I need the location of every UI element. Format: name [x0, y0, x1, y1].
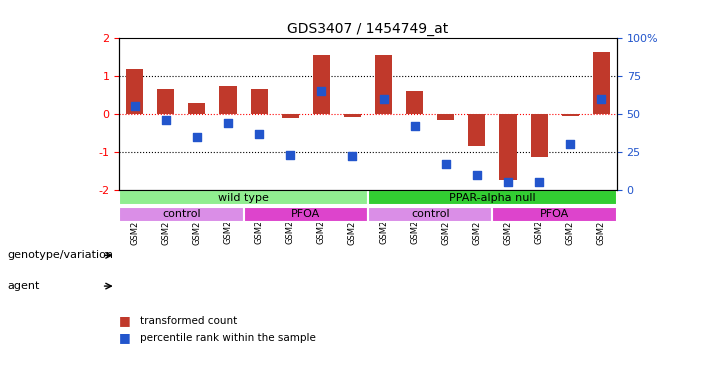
Bar [344, 114, 361, 117]
Bar [375, 55, 392, 114]
FancyBboxPatch shape [368, 207, 492, 222]
Bar [250, 89, 268, 114]
FancyBboxPatch shape [368, 190, 617, 205]
Bar [189, 103, 205, 114]
Bar [406, 91, 423, 114]
Bar [531, 114, 547, 157]
Point [409, 123, 421, 129]
FancyBboxPatch shape [492, 207, 617, 222]
Bar [282, 114, 299, 118]
Text: ■: ■ [119, 331, 131, 344]
Bar [468, 114, 486, 146]
Point [347, 153, 358, 159]
FancyBboxPatch shape [119, 207, 244, 222]
Point [378, 96, 389, 102]
Point [440, 161, 451, 167]
Bar [593, 51, 610, 114]
Text: agent: agent [7, 281, 39, 291]
Bar [219, 86, 237, 114]
Text: PFOA: PFOA [291, 209, 320, 219]
FancyBboxPatch shape [244, 207, 368, 222]
Text: genotype/variation: genotype/variation [7, 250, 113, 260]
Bar [313, 55, 330, 114]
Bar [437, 114, 454, 120]
Point [222, 120, 233, 126]
Text: transformed count: transformed count [140, 316, 238, 326]
Bar [499, 114, 517, 180]
Text: ■: ■ [119, 314, 131, 327]
Text: PPAR-alpha null: PPAR-alpha null [449, 193, 536, 203]
Text: percentile rank within the sample: percentile rank within the sample [140, 333, 316, 343]
Point [254, 131, 265, 137]
Bar [562, 114, 579, 116]
Point [161, 117, 172, 123]
Text: control: control [162, 209, 200, 219]
Point [191, 134, 203, 140]
Point [129, 103, 140, 109]
Bar [157, 89, 175, 114]
Bar [126, 69, 143, 114]
Text: wild type: wild type [218, 193, 269, 203]
Text: control: control [411, 209, 449, 219]
Point [285, 152, 296, 158]
FancyBboxPatch shape [119, 190, 368, 205]
Point [564, 141, 576, 147]
Point [471, 171, 482, 177]
Point [596, 96, 607, 102]
Point [533, 179, 545, 185]
Text: PFOA: PFOA [540, 209, 569, 219]
Point [315, 88, 327, 94]
Point [503, 179, 514, 185]
Title: GDS3407 / 1454749_at: GDS3407 / 1454749_at [287, 22, 449, 36]
